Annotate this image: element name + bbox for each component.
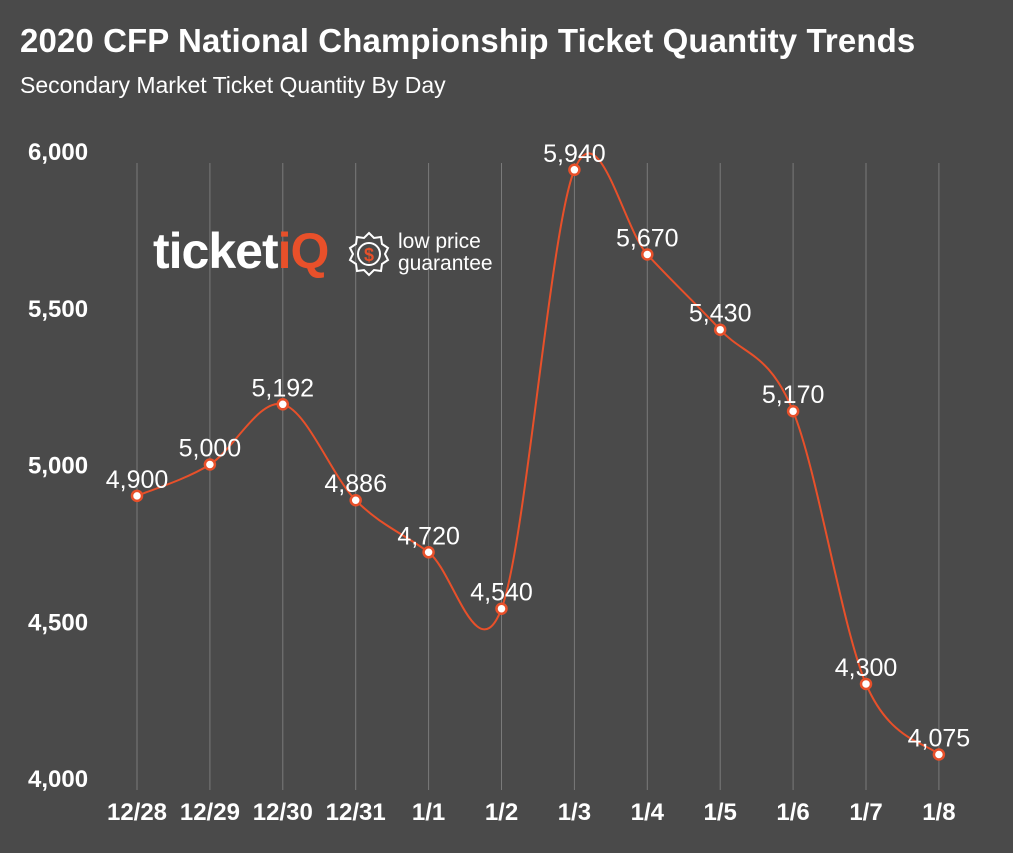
y-tick-label: 4,500 [28,609,88,636]
data-point [130,489,144,503]
brand-tagline-line2: guarantee [398,252,493,275]
data-labels: 4,900 5,000 5,192 4,886 4,720 4,540 5,940 5,670… [106,140,970,753]
data-point [495,602,508,615]
x-tick-label: 1/6 [776,799,809,826]
x-tick-label: 1/2 [485,799,518,826]
data-point [568,163,581,177]
data-point [422,546,435,559]
brand-name-main: ticket [153,223,279,279]
data-label: 4,300 [835,654,898,682]
data-point [713,323,727,336]
data-label: 5,000 [179,435,242,463]
data-point [859,677,873,691]
data-points [130,163,946,761]
chart-subtitle: Secondary Market Ticket Quantity By Day [20,72,446,98]
data-label: 5,170 [762,381,825,409]
x-tick-label: 1/4 [631,799,665,826]
data-label: 5,430 [689,300,752,328]
y-tick-label: 6,000 [28,139,88,166]
x-tick-label: 1/3 [558,799,591,826]
data-label: 4,540 [470,579,533,607]
data-point [349,493,362,507]
y-tick-label: 5,500 [28,296,88,323]
x-tick-label: 1/1 [412,799,445,826]
svg-text:$: $ [364,245,374,265]
x-tick-label: 12/28 [107,799,167,826]
y-tick-label: 5,000 [28,453,88,480]
data-label: 4,720 [397,522,460,550]
data-point [932,748,946,761]
brand-name-accent: iQ [278,223,329,279]
x-tick-label: 1/7 [849,799,882,826]
chart-title: 2020 CFP National Championship Ticket Qu… [20,22,916,59]
dollar-shield-icon: $ [348,231,390,277]
x-tick-label: 12/31 [326,799,386,826]
data-label: 4,075 [908,724,971,752]
x-tick-label: 1/8 [922,799,955,826]
data-label: 5,940 [543,140,606,168]
x-tick-label: 12/29 [180,799,240,826]
x-tick-label: 1/5 [704,799,737,826]
data-label: 5,192 [252,374,315,402]
data-point [786,404,800,418]
brand-tagline-line1: low price [398,230,481,253]
data-point [203,458,217,471]
data-label: 4,886 [324,470,387,498]
y-tick-label: 4,000 [28,766,88,793]
data-label: 5,670 [616,224,679,252]
x-axis: 12/28 12/29 12/30 12/31 1/1 1/2 1/3 1/4 1/5 1/6 1/… [107,799,956,826]
brand-logo: ticketiQ $ low price guarantee [153,223,493,279]
series-line [136,152,940,756]
data-point [641,248,654,261]
data-label: 4,900 [106,466,169,494]
brand-name: ticketiQ [153,223,328,279]
gridlines [136,163,940,790]
data-point [276,398,290,411]
y-axis: 4,000 4,500 5,000 5,500 6,000 [28,139,88,793]
x-tick-label: 12/30 [253,799,313,826]
